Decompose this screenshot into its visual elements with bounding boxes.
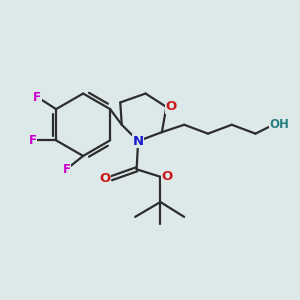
Text: N: N — [133, 135, 144, 148]
Text: O: O — [165, 100, 176, 113]
Text: OH: OH — [269, 118, 289, 131]
Text: F: F — [62, 163, 70, 176]
Text: F: F — [33, 91, 41, 103]
Text: F: F — [29, 134, 37, 147]
Text: O: O — [99, 172, 110, 185]
Text: O: O — [161, 170, 172, 183]
